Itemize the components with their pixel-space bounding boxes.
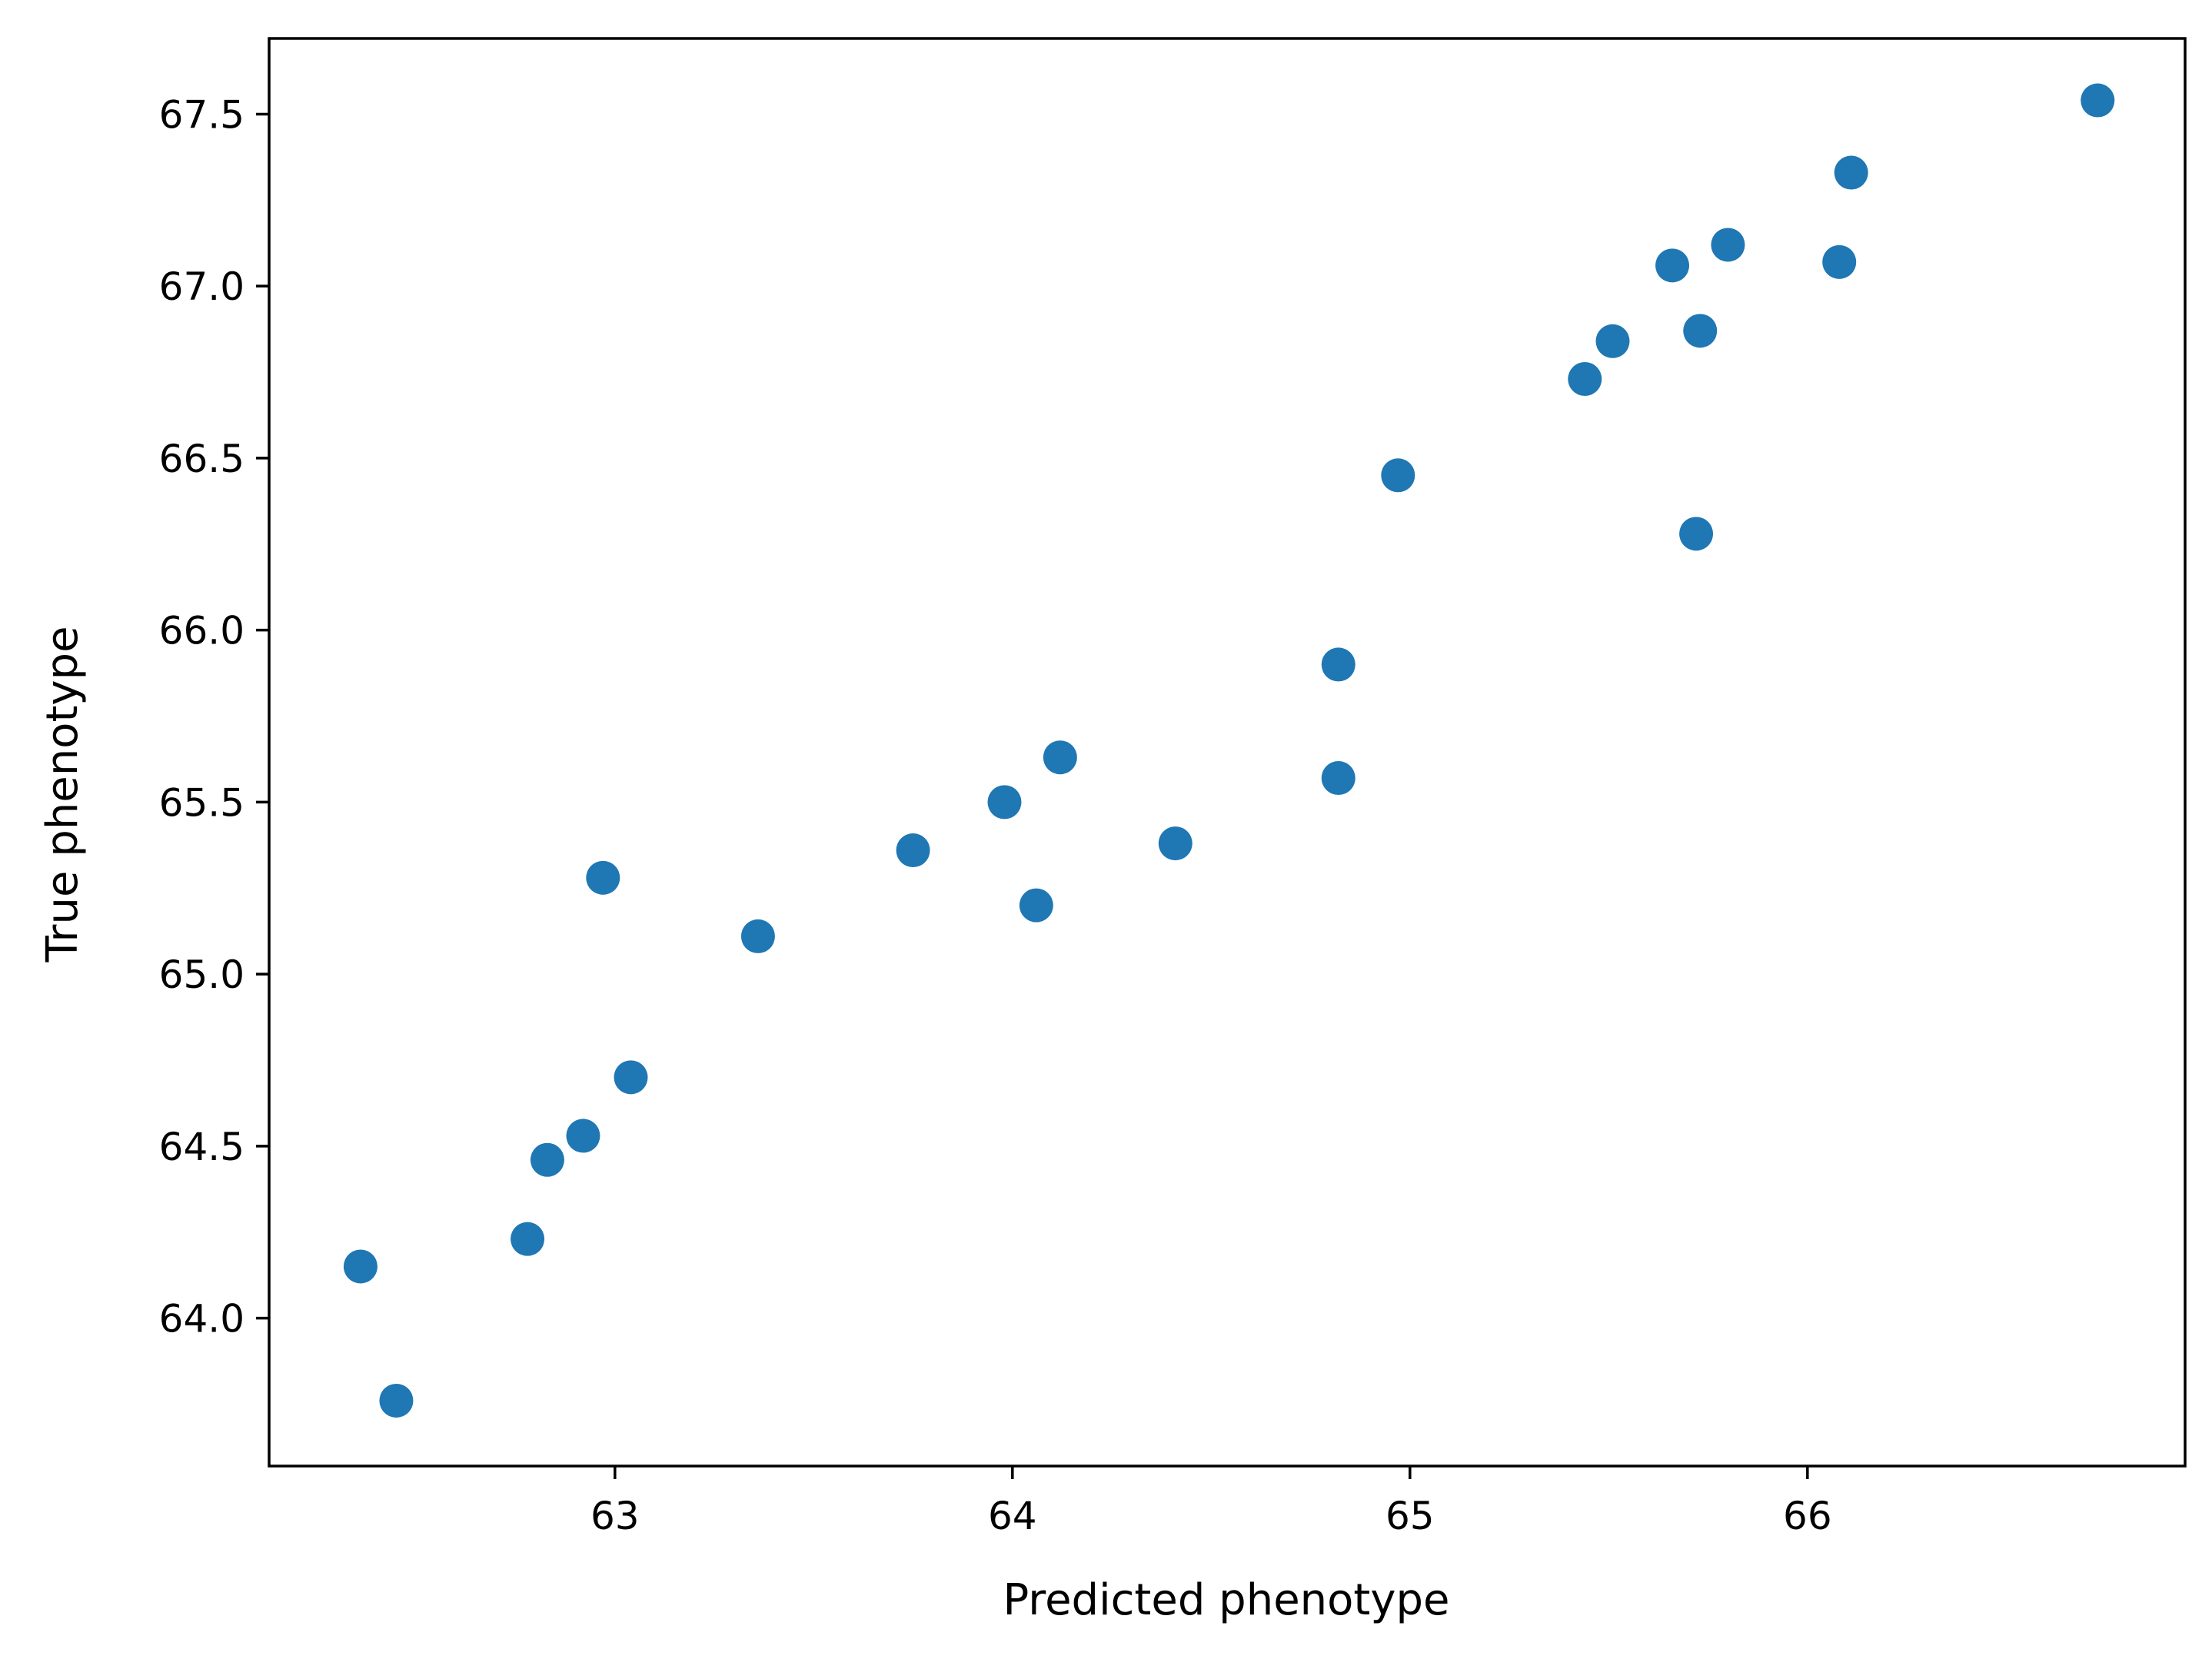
y-tick-label: 64.0 <box>159 1297 244 1341</box>
data-point-9 <box>987 785 1022 820</box>
y-tick-label: 66.5 <box>159 437 244 481</box>
data-point-8 <box>896 833 930 868</box>
y-tick-label: 67.0 <box>159 264 244 309</box>
data-point-6 <box>586 860 620 895</box>
data-point-16 <box>1568 361 1602 396</box>
data-point-21 <box>1711 228 1745 262</box>
data-point-18 <box>1655 248 1690 283</box>
data-point-4 <box>566 1119 600 1153</box>
data-point-12 <box>1158 826 1192 861</box>
x-tick-label: 63 <box>590 1494 640 1538</box>
x-tick-label: 64 <box>988 1494 1037 1538</box>
data-point-7 <box>740 919 775 953</box>
data-point-23 <box>1834 155 1868 190</box>
y-axis-ticks: 64.0 64.5 65.0 65.5 66.0 66.5 67.0 67.5 <box>159 92 269 1341</box>
data-point-17 <box>1595 324 1630 358</box>
y-axis-label: True phenotype <box>38 626 88 962</box>
data-point-5 <box>614 1060 648 1095</box>
x-tick-label: 65 <box>1385 1494 1435 1538</box>
points-layer <box>343 83 2115 1418</box>
x-tick-label: 66 <box>1783 1494 1832 1538</box>
y-tick-label: 65.5 <box>159 780 244 825</box>
plot-frame <box>268 37 2187 1468</box>
data-point-10 <box>1019 888 1053 923</box>
data-point-0 <box>343 1249 378 1284</box>
data-point-22 <box>1822 244 1857 279</box>
data-point-15 <box>1381 458 1415 493</box>
data-point-2 <box>511 1222 545 1256</box>
data-point-19 <box>1679 517 1714 551</box>
y-tick-label: 67.5 <box>159 92 244 137</box>
data-point-14 <box>1321 647 1355 682</box>
data-point-11 <box>1043 740 1077 775</box>
y-tick-label: 64.5 <box>159 1125 244 1169</box>
x-axis-ticks: 63 64 65 66 <box>590 1466 1832 1538</box>
data-point-3 <box>530 1142 564 1177</box>
data-point-1 <box>379 1383 414 1418</box>
y-tick-label: 65.0 <box>159 953 244 997</box>
x-axis-label: Predicted phenotype <box>1003 1575 1449 1625</box>
y-tick-label: 66.0 <box>159 609 244 653</box>
data-point-13 <box>1321 761 1355 796</box>
data-point-24 <box>2081 83 2115 118</box>
data-point-20 <box>1683 314 1718 348</box>
